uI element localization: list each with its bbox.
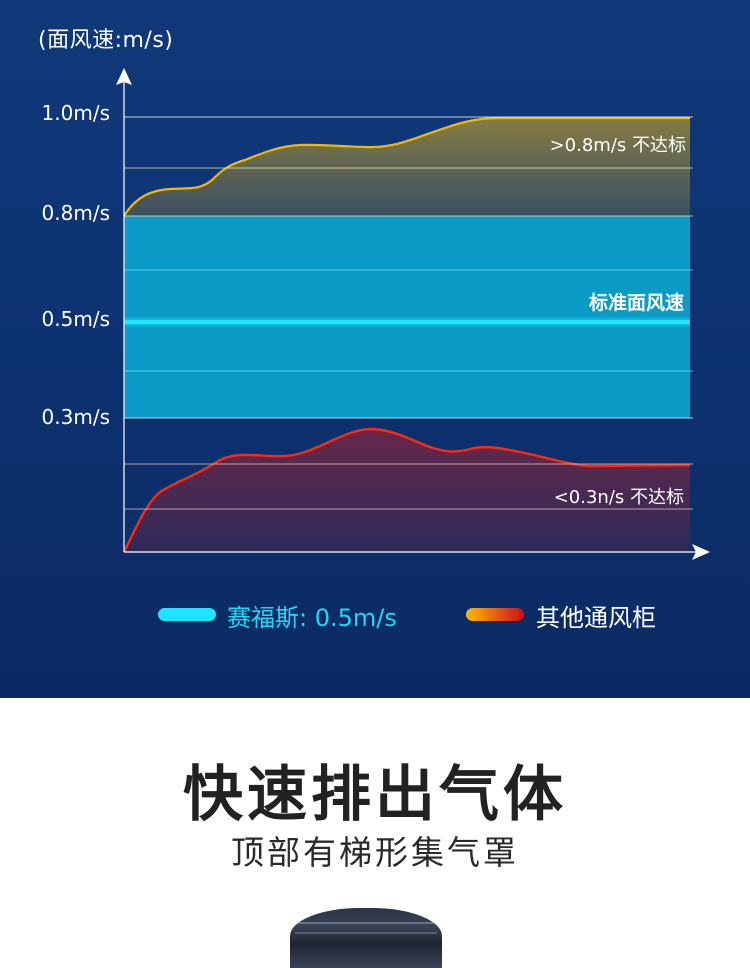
legend-swatch-saifusi <box>158 608 216 621</box>
under-threshold-label: <0.3n/s 不达标 <box>553 487 684 508</box>
over-area-fill <box>124 118 690 216</box>
y-tick-1-0: 1.0m/s <box>41 101 110 125</box>
standard-band-label: 标准面风速 <box>588 292 684 314</box>
y-tick-0-3: 0.3m/s <box>41 405 110 429</box>
legend-label-others: 其他通风柜 <box>536 604 656 632</box>
x-axis-arrow-icon <box>692 544 710 560</box>
under-area-fill <box>124 429 690 552</box>
y-axis-unit-label: (面风速:m/s) <box>38 28 174 53</box>
under-curve <box>122 427 691 553</box>
section-headline: 快速排出气体 <box>183 760 567 830</box>
y-axis-arrow-icon <box>116 68 132 85</box>
legend-label-saifusi: 赛福斯: 0.5m/s <box>227 604 397 632</box>
chart-legend: 赛福斯: 0.5m/s 其他通风柜 <box>0 598 750 632</box>
y-tick-0-8: 0.8m/s <box>41 201 110 225</box>
legend-swatch-others <box>466 608 524 621</box>
air-speed-chart <box>116 68 710 560</box>
chart-panel: (面风速:m/s) <box>0 0 750 698</box>
over-curve <box>123 116 690 217</box>
gridlines <box>124 116 693 510</box>
over-threshold-label: >0.8m/s 不达标 <box>549 135 686 156</box>
product-image-hood <box>290 908 442 968</box>
y-tick-0-5: 0.5m/s <box>41 307 110 331</box>
section-subheadline: 顶部有梯形集气罩 <box>231 833 519 872</box>
